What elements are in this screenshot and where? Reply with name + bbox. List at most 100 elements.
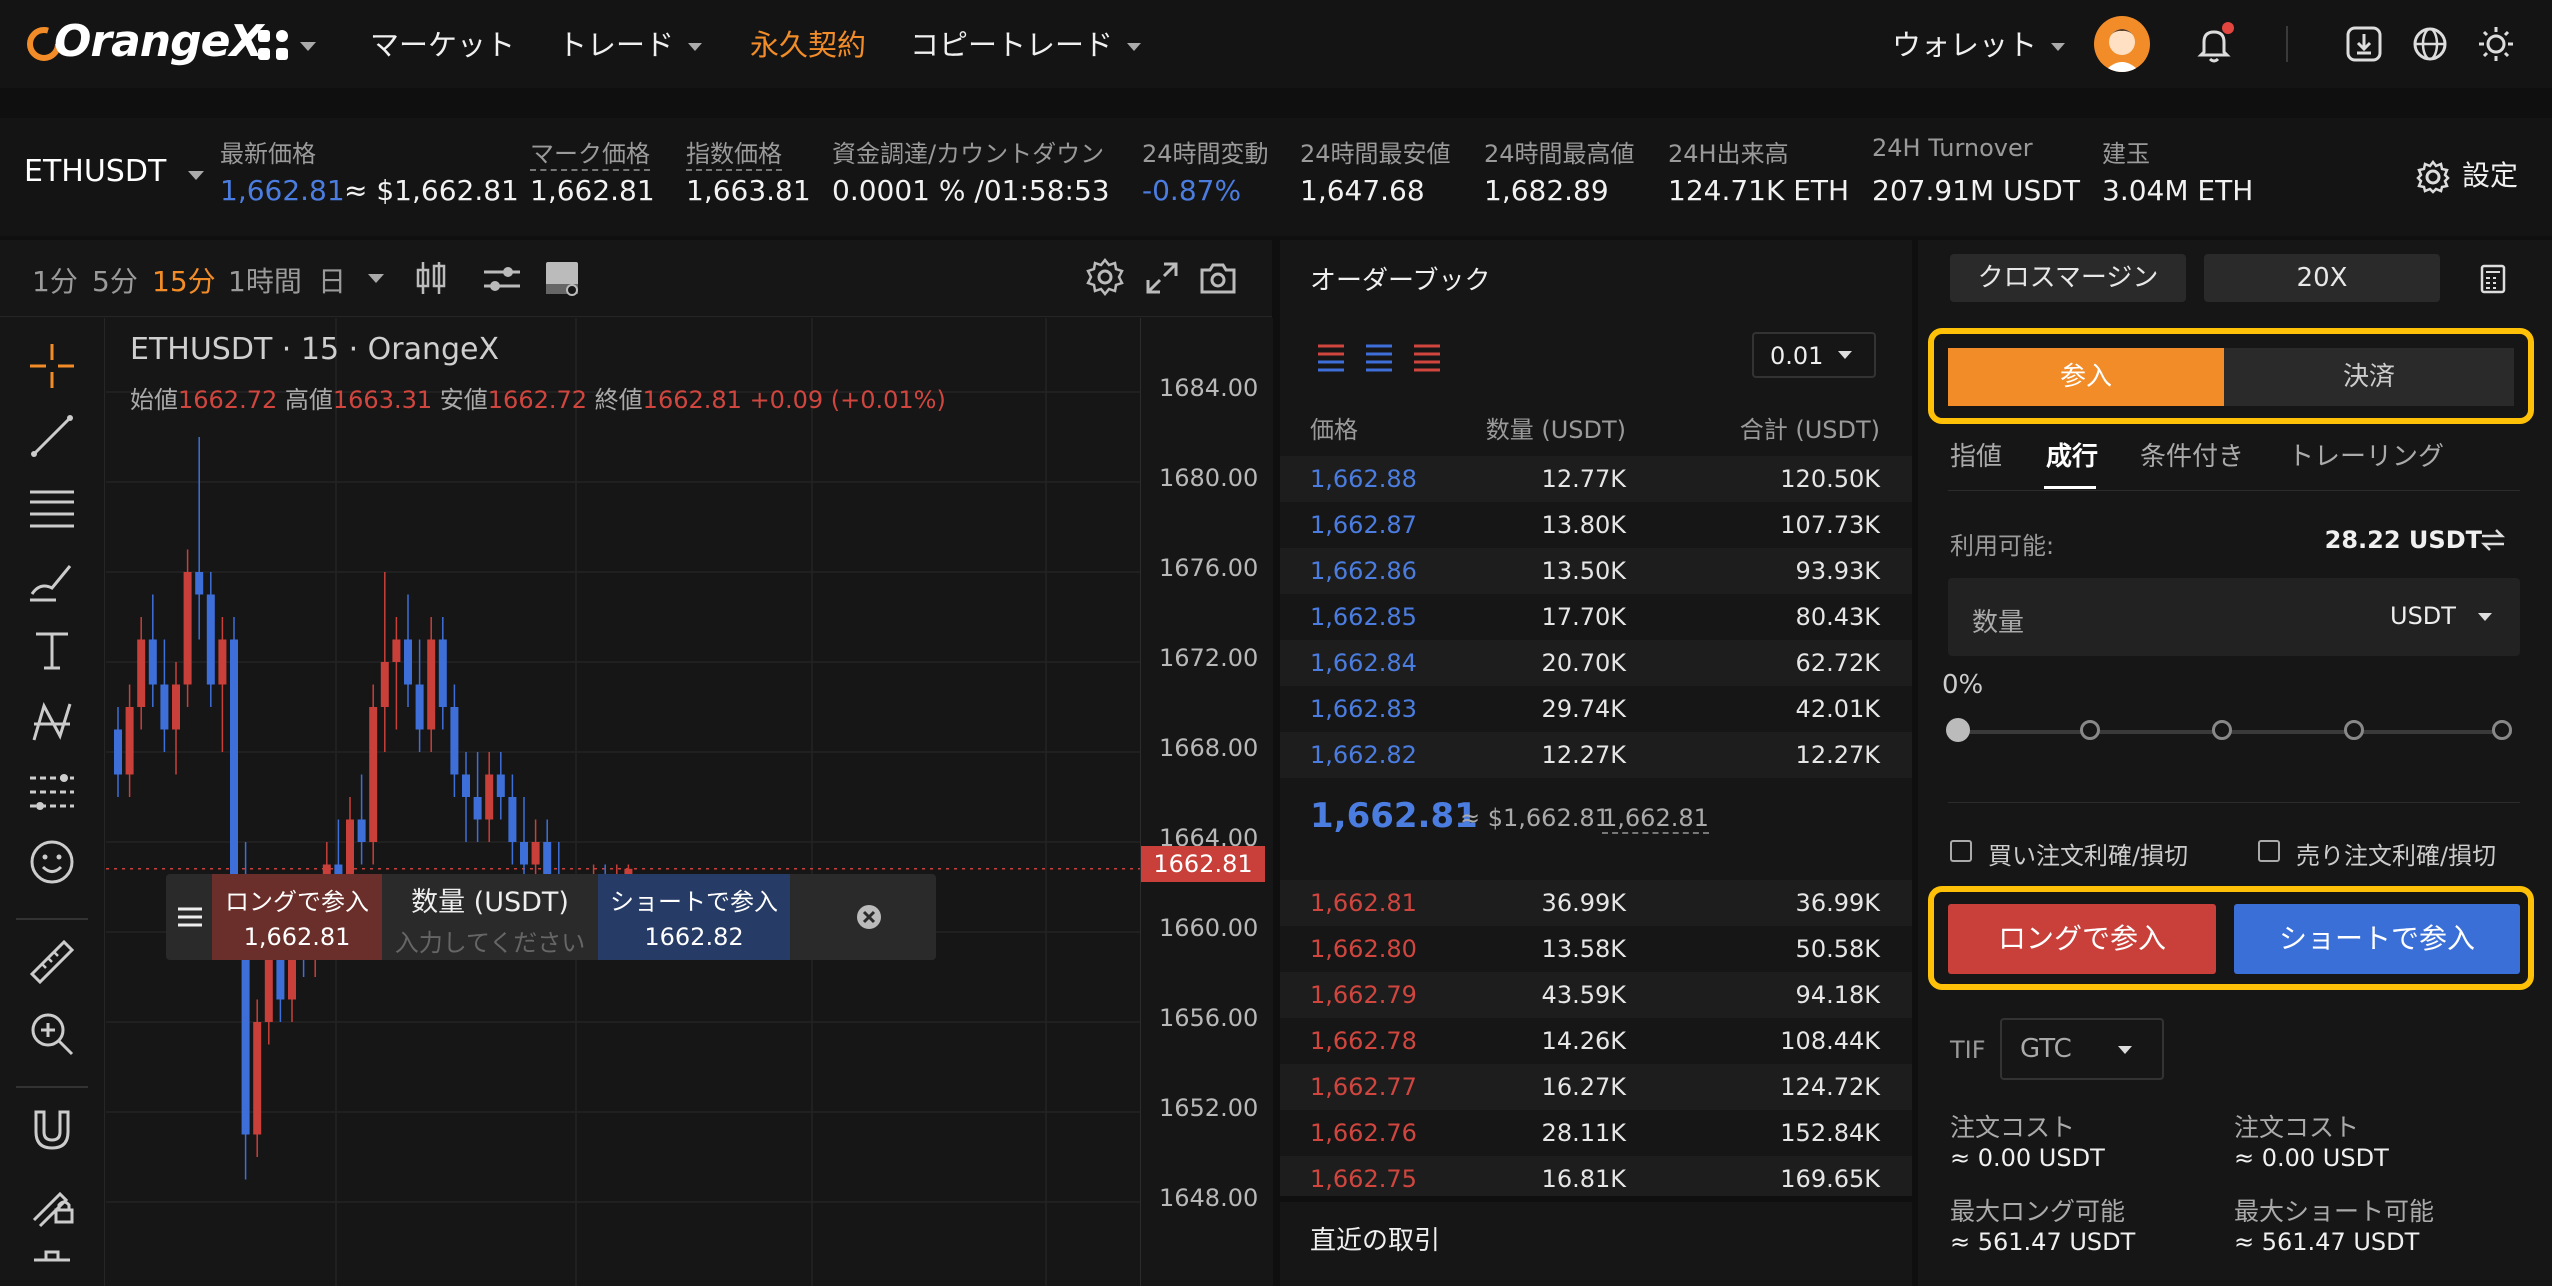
timeframe-1m[interactable]: 1分 xyxy=(32,265,78,298)
bid-row[interactable]: 1,662.81 36.99K 36.99K xyxy=(1280,880,1912,926)
ob-price: 1,662.85 xyxy=(1310,603,1417,631)
quantity-unit-select[interactable]: USDT xyxy=(2390,578,2520,656)
avatar[interactable] xyxy=(2094,16,2150,72)
quick-long-button[interactable]: ロングで参入 1,662.81 xyxy=(212,874,382,960)
notifications-button[interactable] xyxy=(2192,22,2236,66)
theme-toggle-button[interactable] xyxy=(2476,24,2516,64)
indicators-icon[interactable] xyxy=(482,258,522,298)
bid-row[interactable]: 1,662.75 16.81K 169.65K xyxy=(1280,1156,1912,1202)
ask-row[interactable]: 1,662.88 12.77K 120.50K xyxy=(1280,456,1912,502)
tp-sl-short-checkbox[interactable]: 売り注文利確/損切 xyxy=(2258,836,2538,870)
nav-copytrade[interactable]: コピートレード xyxy=(910,22,1141,64)
crosshair-icon[interactable] xyxy=(26,340,78,392)
order-type-trailing[interactable]: トレーリング xyxy=(2288,442,2445,472)
book-bids-view-icon[interactable] xyxy=(1364,342,1394,372)
settings-button[interactable]: 設定 xyxy=(2416,154,2518,194)
bid-row[interactable]: 1,662.77 16.27K 124.72K xyxy=(1280,1064,1912,1110)
ask-row[interactable]: 1,662.82 12.27K 12.27K xyxy=(1280,732,1912,778)
orangex-logo[interactable]: OrangeX xyxy=(22,14,263,74)
ask-row[interactable]: 1,662.85 17.70K 80.43K xyxy=(1280,594,1912,640)
ask-row[interactable]: 1,662.84 20.70K 62.72K xyxy=(1280,640,1912,686)
logo-text: OrangeX xyxy=(54,16,263,67)
trend-line-icon[interactable] xyxy=(26,410,78,462)
timeframe-1h[interactable]: 1時間 xyxy=(228,265,302,298)
mid-mark-price[interactable]: 1,662.81 xyxy=(1602,804,1709,834)
long-button[interactable]: ロングで参入 xyxy=(1948,904,2216,974)
candlestick-type-icon[interactable] xyxy=(414,258,448,298)
margin-mode-button[interactable]: クロスマージン xyxy=(1950,254,2186,302)
quick-qty-field[interactable]: 数量 (USDT) 入力してください xyxy=(382,874,598,960)
symbol-selector[interactable]: ETHUSDT xyxy=(24,154,204,189)
apps-menu-button[interactable] xyxy=(256,28,316,64)
camera-icon[interactable] xyxy=(1198,260,1238,296)
price-chart[interactable]: ETHUSDT · 15 · OrangeX 始値1662.72 高値1663.… xyxy=(106,318,1140,1286)
ob-quantity: 20.70K xyxy=(1541,649,1626,677)
cost-short-value: ≈ 0.00 USDT xyxy=(2234,1144,2389,1172)
nav-wallet[interactable]: ウォレット xyxy=(1892,22,2065,64)
quick-long-label: ロングで参入 xyxy=(225,888,369,916)
quick-short-button[interactable]: ショートで参入 1662.82 xyxy=(598,874,790,960)
book-both-view-icon[interactable] xyxy=(1316,342,1346,372)
tp-sl-long-checkbox[interactable]: 買い注文利確/損切 xyxy=(1950,836,2250,870)
percent-slider-handle[interactable] xyxy=(1946,718,1970,742)
ask-row[interactable]: 1,662.87 13.80K 107.73K xyxy=(1280,502,1912,548)
quick-short-price: 1662.82 xyxy=(644,923,744,951)
zoom-in-icon[interactable] xyxy=(26,1008,78,1060)
slider-step-75[interactable] xyxy=(2344,720,2364,740)
transfer-icon[interactable] xyxy=(2480,528,2506,552)
fullscreen-icon[interactable] xyxy=(1144,260,1180,296)
quick-order-menu-button[interactable] xyxy=(166,874,212,960)
chart-settings-gear-icon[interactable] xyxy=(1084,256,1126,298)
nav-markets[interactable]: マーケット xyxy=(370,28,516,62)
timeframe-dropdown-icon[interactable] xyxy=(368,274,384,284)
timeframe-day[interactable]: 日 xyxy=(318,265,347,298)
bid-row[interactable]: 1,662.76 28.11K 152.84K xyxy=(1280,1110,1912,1156)
precision-select[interactable]: 0.01 xyxy=(1752,332,1876,378)
calculator-icon[interactable] xyxy=(2478,264,2508,294)
brush-icon[interactable] xyxy=(26,554,78,606)
pattern-tool-icon[interactable] xyxy=(26,696,78,748)
text-tool-icon[interactable] xyxy=(26,624,78,676)
leverage-button[interactable]: 20X xyxy=(2204,254,2440,302)
timeframe-5m[interactable]: 5分 xyxy=(92,265,138,298)
download-button[interactable] xyxy=(2344,24,2384,64)
slider-step-25[interactable] xyxy=(2080,720,2100,740)
timeframe-15m[interactable]: 15分 xyxy=(152,265,216,298)
order-type-limit[interactable]: 指値 xyxy=(1950,442,2003,472)
recent-trades-title[interactable]: 直近の取引 xyxy=(1310,1226,1441,1256)
emoji-icon[interactable] xyxy=(26,836,78,888)
short-button[interactable]: ショートで参入 xyxy=(2234,904,2520,974)
nav-perpetual[interactable]: 永久契約 xyxy=(750,28,867,62)
order-type-market[interactable]: 成行 xyxy=(2046,442,2099,472)
magnet-icon[interactable] xyxy=(26,1104,78,1156)
close-icon[interactable] xyxy=(856,904,882,930)
horizontal-lines-icon[interactable] xyxy=(26,482,78,534)
fib-tool-icon[interactable] xyxy=(26,766,78,818)
bid-row[interactable]: 1,662.78 14.26K 108.44K xyxy=(1280,1018,1912,1064)
layout-icon[interactable] xyxy=(542,258,582,298)
quantity-input[interactable]: 数量 xyxy=(1948,578,2420,656)
index-price-label[interactable]: 指数価格 xyxy=(686,134,782,171)
ask-row[interactable]: 1,662.83 29.74K 42.01K xyxy=(1280,686,1912,732)
ob-quantity: 13.58K xyxy=(1541,935,1626,963)
lock-drawing-icon[interactable] xyxy=(26,1176,78,1228)
bid-row[interactable]: 1,662.79 43.59K 94.18K xyxy=(1280,972,1912,1018)
bid-row[interactable]: 1,662.80 13.58K 50.58K xyxy=(1280,926,1912,972)
order-type-conditional[interactable]: 条件付き xyxy=(2140,442,2245,472)
trash-icon[interactable] xyxy=(26,1246,78,1286)
book-asks-view-icon[interactable] xyxy=(1412,342,1442,372)
tab-close-position[interactable]: 決済 xyxy=(2342,362,2395,392)
language-button[interactable] xyxy=(2410,24,2450,64)
slider-step-50[interactable] xyxy=(2212,720,2232,740)
tif-select[interactable]: GTC xyxy=(2000,1018,2164,1080)
tif-label: TIF xyxy=(1950,1036,1986,1064)
ask-row[interactable]: 1,662.86 13.50K 93.93K xyxy=(1280,548,1912,594)
ob-total: 12.27K xyxy=(1795,741,1880,769)
nav-trade[interactable]: トレード xyxy=(558,22,702,64)
tab-open-position[interactable]: 参入 xyxy=(1948,348,2224,406)
mark-price-label[interactable]: マーク価格 xyxy=(530,134,650,171)
slider-step-100[interactable] xyxy=(2492,720,2512,740)
percent-slider-track[interactable] xyxy=(1958,730,2512,734)
ruler-icon[interactable] xyxy=(26,936,78,988)
price-axis[interactable]: 1684.00 1680.00 1676.00 1672.00 1668.00 … xyxy=(1140,318,1273,1286)
